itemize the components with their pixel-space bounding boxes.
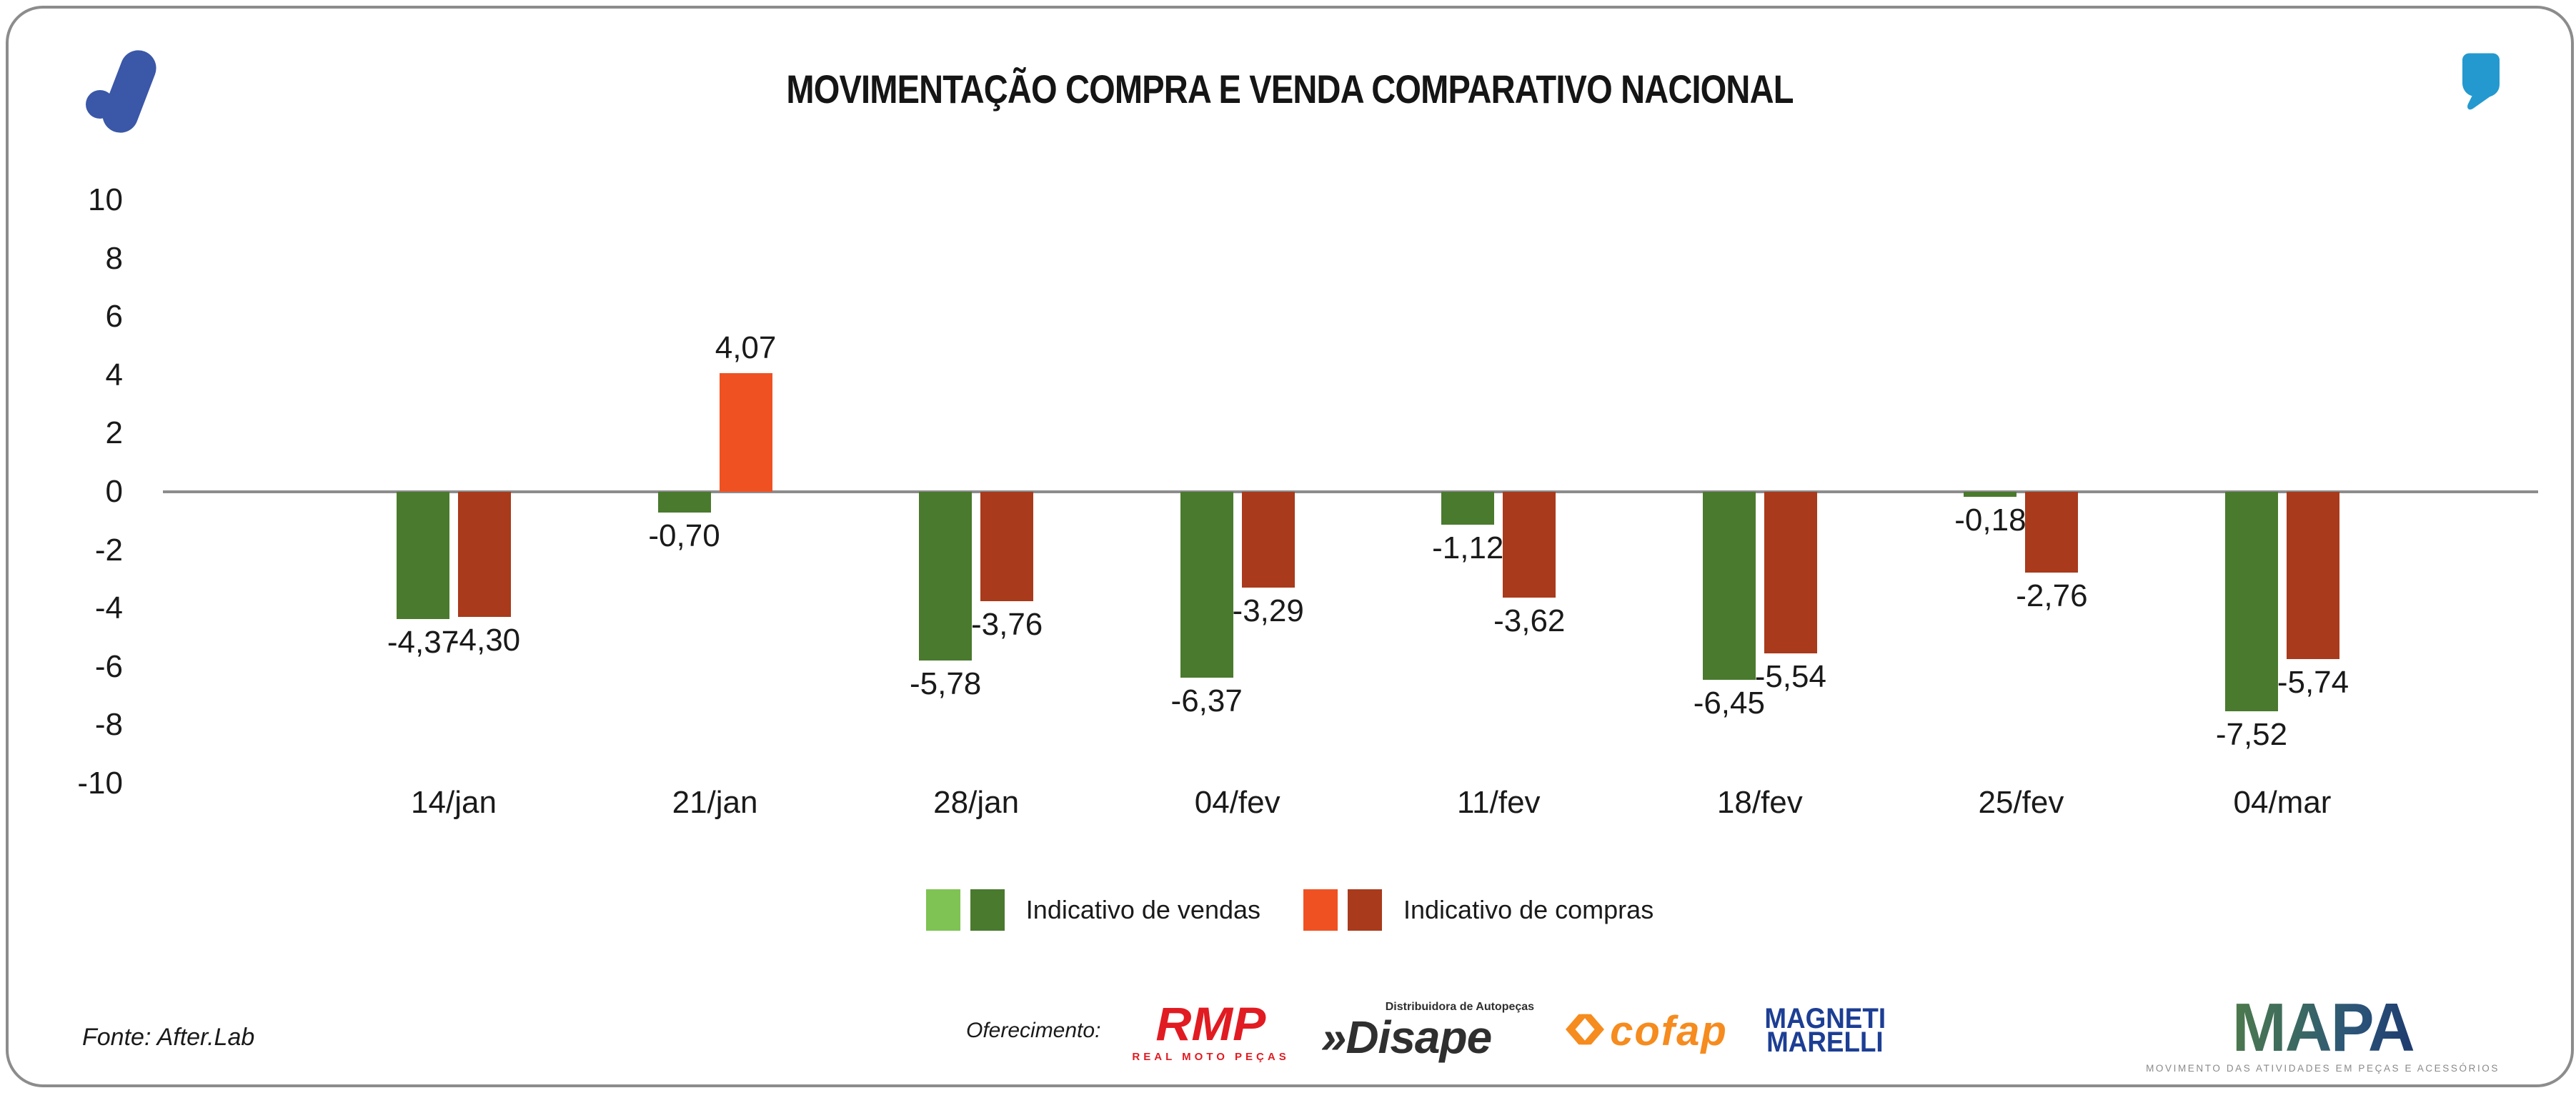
- report-card: MOVIMENTAÇÃO COMPRA E VENDA COMPARATIVO …: [6, 6, 2574, 1087]
- sponsor-label: Oferecimento:: [966, 1019, 1101, 1042]
- cofap-logo-text: cofap: [1610, 1007, 1728, 1054]
- chart-bar: [1702, 492, 1756, 681]
- y-axis-tick: -10: [77, 766, 123, 801]
- y-axis-tick: 10: [88, 182, 123, 217]
- bar-value-label: -6,37: [1170, 683, 1243, 718]
- y-axis-tick: -4: [94, 590, 123, 626]
- y-axis-tick: 0: [105, 474, 123, 509]
- disape-logo: Distribuidora de Autopeças »Disape: [1321, 1001, 1535, 1061]
- legend-swatch-vendas-positive: [925, 889, 960, 931]
- bar-value-label: 4,07: [715, 330, 777, 365]
- legend-swatch-vendas-negative: [970, 889, 1005, 931]
- magneti-marelli-logo: MAGNETI MARELLI: [1759, 1003, 1891, 1058]
- x-axis-label: 18/fev: [1716, 785, 1803, 820]
- chart-bar: [1764, 492, 1817, 654]
- legend-label-vendas: Indicativo de vendas: [1025, 895, 1261, 924]
- disape-logo-text: »Disape: [1321, 1014, 1534, 1060]
- legend-swatch-compras-positive: [1303, 889, 1338, 931]
- zero-axis-line: [163, 490, 2538, 493]
- x-axis-label: 04/mar: [2233, 785, 2332, 820]
- bar-value-label: -4,30: [448, 623, 521, 658]
- mapa-logo-text: MAPA: [2232, 989, 2415, 1066]
- legend-entry-vendas: Indicativo de vendas: [925, 889, 1261, 931]
- chart-bar: [397, 492, 449, 620]
- cofap-logo: cofap: [1566, 1007, 1728, 1055]
- magneti-line2: MARELLI: [1766, 1027, 1884, 1058]
- chart-bar: [1180, 492, 1233, 678]
- bar-value-label: -1,12: [1432, 530, 1504, 565]
- bar-value-label: -3,76: [970, 607, 1043, 643]
- magneti-line1: MAGNETI: [1764, 1003, 1886, 1035]
- rmp-logo-subtext: REAL MOTO PEÇAS: [1132, 1050, 1290, 1063]
- bar-value-label: -6,45: [1693, 686, 1765, 721]
- y-axis-tick: -8: [94, 707, 123, 743]
- chart-bar: [1241, 492, 1295, 588]
- x-axis-label: 28/jan: [933, 785, 1020, 820]
- bar-value-label: -4,37: [387, 625, 459, 661]
- chart-legend: Indicativo de vendas Indicativo de compr…: [9, 889, 2571, 931]
- chart-bar: [719, 372, 772, 492]
- y-axis-tick: 6: [105, 299, 123, 335]
- x-axis-label: 14/jan: [411, 785, 497, 820]
- bar-value-label: -3,62: [1493, 603, 1566, 638]
- x-axis-label: 11/fev: [1456, 785, 1541, 820]
- legend-swatch-compras-negative: [1348, 889, 1383, 931]
- legend-label-compras: Indicativo de compras: [1403, 895, 1654, 924]
- disape-wordmark: Disape: [1346, 1012, 1492, 1063]
- bar-value-label: -5,74: [2277, 665, 2349, 701]
- bar-value-label: -5,78: [909, 666, 982, 701]
- x-axis-label: 25/fev: [1978, 785, 2064, 820]
- chart-bar: [2286, 492, 2339, 660]
- bar-value-label: -0,70: [648, 518, 720, 553]
- bar-value-label: -7,52: [2215, 716, 2288, 752]
- chart-bar: [1503, 492, 1556, 598]
- chart-bar: [1441, 492, 1495, 525]
- bar-value-label: -3,29: [1232, 593, 1304, 629]
- y-axis-tick: 4: [105, 357, 123, 392]
- chart-bar: [919, 492, 973, 661]
- bar-value-label: -2,76: [2016, 578, 2088, 613]
- rmp-logo: RMP REAL MOTO PEÇAS: [1132, 1000, 1289, 1062]
- chart-bar: [2224, 492, 2278, 711]
- x-axis-label: 21/jan: [672, 785, 758, 820]
- afterlab-logo-icon: [80, 45, 166, 138]
- y-axis-tick: -2: [94, 532, 123, 568]
- chart-bar: [2025, 492, 2079, 573]
- sponsors-row: Oferecimento: RMP REAL MOTO PEÇAS Distri…: [966, 989, 1891, 1072]
- chart-plot: 10 8 6 4 2 0 -2 -4 -6 -8 -10 -4,37 -4,30 14/jan -0,70 4…: [9, 9, 2576, 1098]
- cofap-x-icon: [1566, 1013, 1605, 1049]
- y-axis-tick: 8: [105, 240, 123, 276]
- chart-bar: [1964, 492, 2017, 498]
- disape-logo-subtext: Distribuidora de Autopeças: [1385, 1001, 1535, 1013]
- y-axis-tick: 2: [105, 415, 123, 451]
- rmp-logo-text: RMP: [1155, 996, 1266, 1050]
- chart-bar: [458, 492, 511, 618]
- chart-bar: [657, 492, 711, 513]
- legend-entry-compras: Indicativo de compras: [1303, 889, 1653, 931]
- disape-chevrons: »: [1321, 1012, 1347, 1063]
- mapa-logo: MAPA MOVIMENTO DAS ATIVIDADES EM PEÇAS E…: [2146, 989, 2500, 1074]
- bar-value-label: -0,18: [1954, 503, 2027, 538]
- quote-mark-icon: [2462, 53, 2500, 112]
- y-axis-tick: -6: [94, 648, 123, 684]
- bar-value-label: -5,54: [1754, 659, 1826, 695]
- x-axis-label: 04/fev: [1194, 785, 1280, 820]
- source-note: Fonte: After.Lab: [82, 1024, 255, 1051]
- chart-bar: [980, 492, 1034, 602]
- mapa-logo-tagline: MOVIMENTO DAS ATIVIDADES EM PEÇAS E ACES…: [2146, 1062, 2500, 1074]
- page-title: MOVIMENTAÇÃO COMPRA E VENDA COMPARATIVO …: [786, 66, 1794, 112]
